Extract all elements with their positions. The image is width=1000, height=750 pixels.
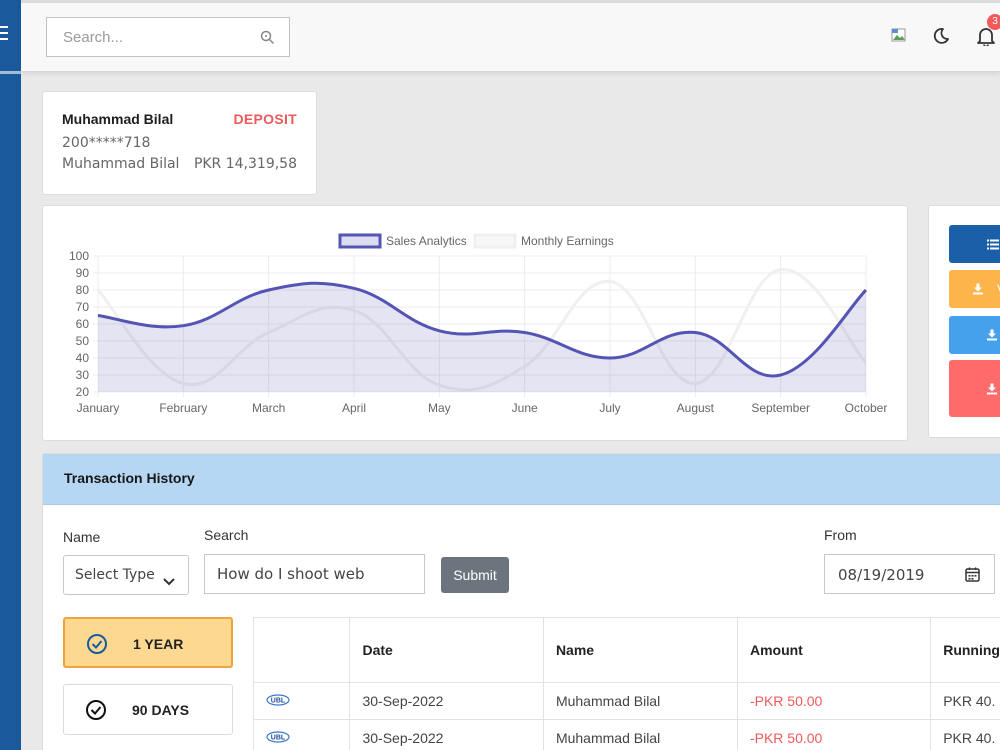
statement-button[interactable] [949,225,1000,263]
series-line-0 [97,281,868,378]
y-tick-label: 100 [69,249,89,263]
top-bar [21,0,1000,72]
date-cell: 30-Sep-2022 [349,682,544,720]
submit-button[interactable]: Submit [441,557,509,593]
x-tick-label: March [252,401,285,415]
period-label: 90 DAYS [132,702,190,718]
from-date-value: 08/19/2019 [838,566,925,584]
check-circle-icon [86,633,108,659]
search-input[interactable] [47,18,247,56]
account-number: 200*****718 [62,135,151,151]
y-tick-label: 40 [76,351,90,365]
y-tick-label: 80 [76,283,90,297]
transaction-search-field [204,554,425,594]
search-icon[interactable] [260,30,275,49]
calendar-icon[interactable] [965,567,980,586]
y-tick-label: 20 [76,385,90,399]
name-filter-label: Name [63,529,101,545]
period-90-days[interactable]: 90 DAYS [63,684,233,735]
transaction-history-title: Transaction History [64,470,195,486]
dark-mode-moon-icon[interactable] [932,27,950,49]
sidebar [0,0,21,750]
table-header-row: Date Name Amount Running [252,617,1000,683]
x-tick-label: February [159,401,207,415]
x-tick-label: May [428,401,451,415]
y-tick-label: 90 [76,266,90,280]
column-header-amount[interactable]: Amount [736,617,932,683]
y-tick-label: 30 [76,368,90,382]
check-circle-icon [85,699,107,725]
quick-actions-card: V [928,205,1000,438]
x-tick-label: January [77,401,120,415]
running-cell: PKR 40. [930,719,1000,750]
download-button-yellow[interactable]: V [949,270,1000,308]
type-select[interactable]: Select Type [63,555,189,595]
chevron-down-icon [163,571,175,590]
legend-label: Sales Analytics [386,234,467,248]
amount-cell: -PKR 50.00 [736,719,932,750]
from-date-input[interactable]: 08/19/2019 [824,554,995,594]
column-header-logo [252,617,351,683]
account-card: Muhammad Bilal DEPOSIT 200*****718 Muham… [42,91,317,195]
name-cell: Muhammad Bilal [542,682,738,720]
ubl-logo-text: UBL [271,697,286,704]
column-header-date[interactable]: Date [349,617,544,683]
running-cell: PKR 40. [930,682,1000,720]
account-type: DEPOSIT [233,111,297,127]
ubl-logo-icon: UBL [266,693,290,706]
transaction-search-input[interactable] [205,555,415,593]
bank-logo-cell: UBL [252,719,351,750]
transaction-history-card: Transaction History Name Select Type Sea… [42,453,1000,750]
y-tick-label: 50 [76,334,90,348]
notification-bell-icon[interactable] [976,26,996,50]
account-balance: PKR 14,319,58 [193,156,297,172]
x-tick-label: April [342,401,366,415]
x-tick-label: August [677,401,715,415]
series-area-0 [98,283,866,392]
legend-label: Monthly Earnings [521,234,614,248]
download-button-blue[interactable] [949,316,1000,354]
x-tick-label: October [845,401,888,415]
column-header-name[interactable]: Name [542,617,738,683]
search-filter-label: Search [204,527,249,543]
series-line-1 [96,268,868,392]
from-date-label: From [824,527,857,543]
table-row[interactable]: UBL 30-Sep-2022 Muhammad Bilal -PKR 50.0… [252,719,1000,750]
notification-badge: 3 [987,14,1000,30]
transactions-table: Date Name Amount Running UBL 30-Sep-2022… [252,617,1000,750]
name-cell: Muhammad Bilal [542,719,738,750]
account-holder: Muhammad Bilal [62,156,180,172]
period-label: 1 YEAR [133,636,184,652]
type-select-value: Select Type [75,567,155,583]
column-header-running[interactable]: Running [930,617,1000,683]
legend-swatch [338,233,382,249]
ubl-logo-icon: UBL [266,730,290,743]
download-icon [987,326,997,345]
period-1-year[interactable]: 1 YEAR [63,617,233,668]
download-icon [973,280,983,299]
x-tick-label: June [512,401,538,415]
bank-logo-cell: UBL [252,682,351,720]
amount-cell: -PKR 50.00 [736,682,932,720]
download-button-label: V [997,282,1000,297]
transaction-history-header: Transaction History [43,454,1000,505]
search-box [46,17,290,57]
list-icon [987,235,999,254]
account-name: Muhammad Bilal [62,111,174,127]
download-button-red[interactable] [949,360,1000,417]
menu-icon[interactable] [0,26,8,44]
date-cell: 30-Sep-2022 [349,719,544,750]
analytics-chart: 100 90 80 70 60 50 40 30 20 January February March A… [69,233,888,415]
ubl-logo-text: UBL [271,734,286,741]
x-tick-label: July [599,401,620,415]
download-icon [987,379,997,398]
x-tick-label: September [751,401,810,415]
legend-swatch [473,233,517,249]
broken-image-icon[interactable] [891,27,907,47]
y-tick-label: 60 [76,317,90,331]
analytics-chart-card: 100 90 80 70 60 50 40 30 20 January February March A… [42,205,908,441]
table-row[interactable]: UBL 30-Sep-2022 Muhammad Bilal -PKR 50.0… [252,682,1000,720]
y-tick-label: 70 [76,300,90,314]
